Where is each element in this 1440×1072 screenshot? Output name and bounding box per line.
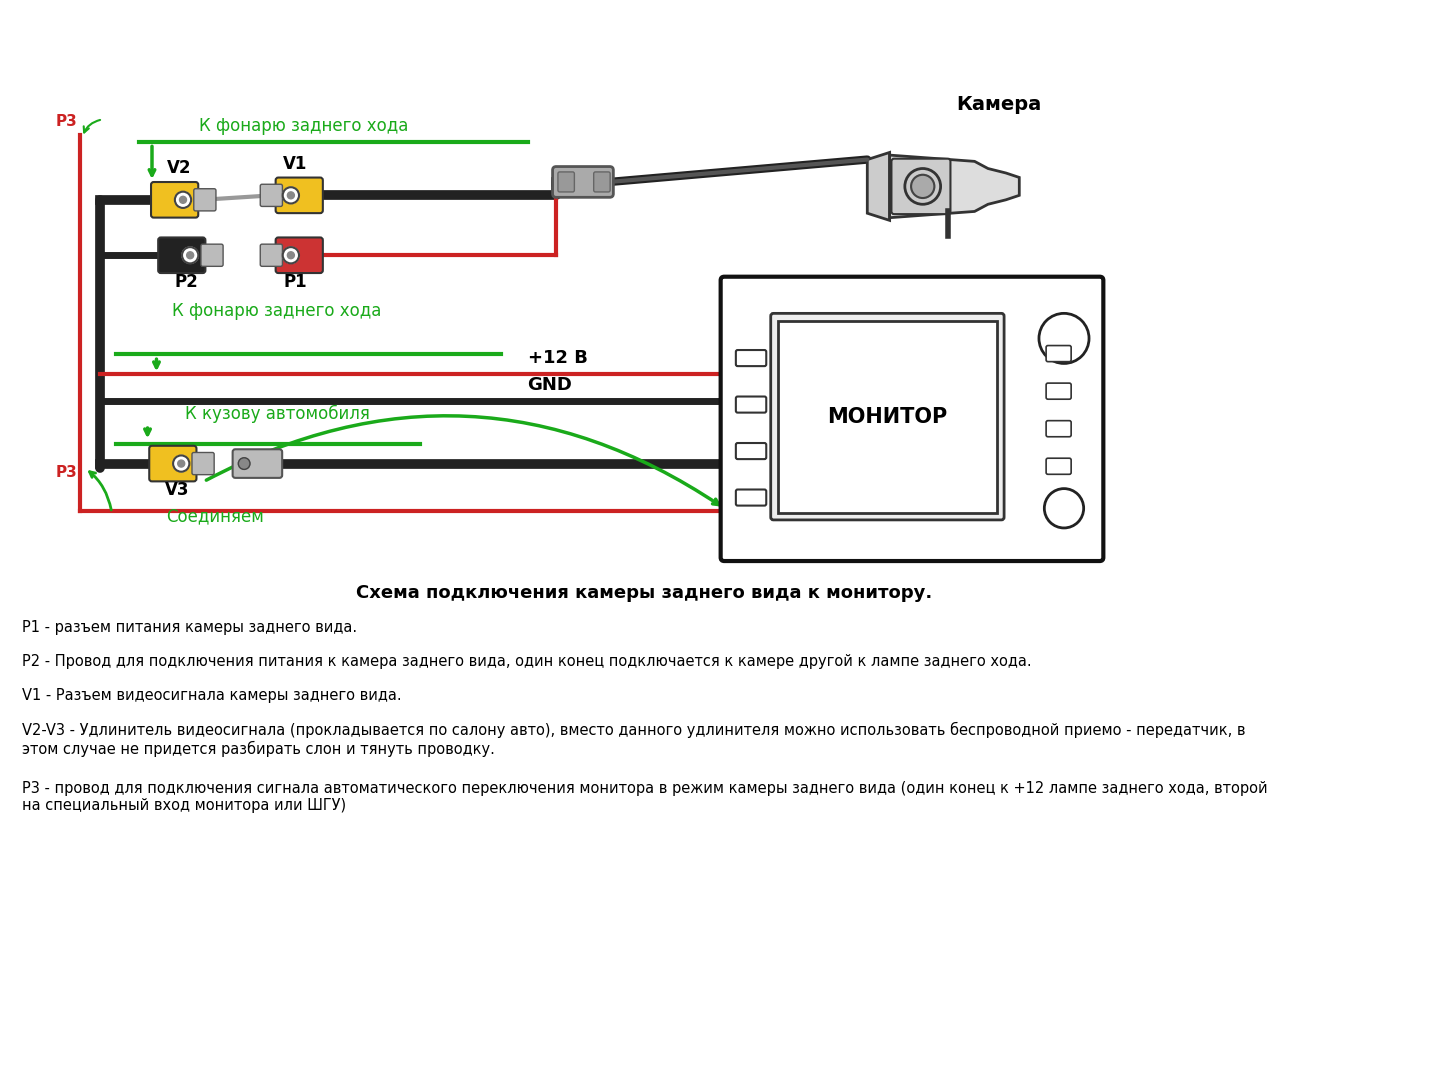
Circle shape [239,458,251,470]
Circle shape [187,252,193,258]
Text: P2 - Провод для подключения питания к камера заднего вида, один конец подключает: P2 - Провод для подключения питания к ка… [23,654,1032,669]
FancyBboxPatch shape [158,238,206,273]
FancyBboxPatch shape [1045,420,1071,436]
FancyBboxPatch shape [194,189,216,211]
Text: +12 В: +12 В [527,349,588,368]
Text: V2: V2 [167,159,192,177]
FancyBboxPatch shape [770,313,1004,520]
FancyBboxPatch shape [736,397,766,413]
Circle shape [1044,489,1084,527]
Text: Соединяем: Соединяем [166,508,264,525]
Text: V3: V3 [164,481,189,498]
Circle shape [180,196,187,204]
Circle shape [174,192,192,208]
Circle shape [282,188,300,204]
FancyBboxPatch shape [1045,345,1071,361]
Text: P2: P2 [174,272,197,291]
Text: Р3 - провод для подключения сигнала автоматического переключения монитора в режи: Р3 - провод для подключения сигнала авто… [23,781,1269,814]
Circle shape [288,192,294,198]
FancyBboxPatch shape [233,449,282,478]
Text: МОНИТОР: МОНИТОР [828,406,948,427]
Text: P3: P3 [56,465,78,480]
Text: P1 - разъем питания камеры заднего вида.: P1 - разъем питания камеры заднего вида. [23,620,357,635]
Text: GND: GND [527,376,573,394]
Circle shape [912,175,935,198]
FancyBboxPatch shape [275,178,323,213]
Text: V2-V3 - Удлинитель видеосигнала (прокладывается по салону авто), вместо данного : V2-V3 - Удлинитель видеосигнала (проклад… [23,721,1246,757]
FancyBboxPatch shape [720,277,1103,561]
FancyBboxPatch shape [778,321,996,512]
Circle shape [177,460,184,467]
FancyBboxPatch shape [557,172,575,192]
Text: К фонарю заднего хода: К фонарю заднего хода [173,302,382,321]
FancyBboxPatch shape [192,452,215,475]
Circle shape [173,456,189,472]
FancyBboxPatch shape [1045,458,1071,474]
Text: P3: P3 [56,115,78,130]
Circle shape [288,252,294,258]
Circle shape [904,168,940,205]
FancyBboxPatch shape [736,443,766,459]
Circle shape [282,248,300,264]
Text: К кузову автомобиля: К кузову автомобиля [184,404,370,422]
FancyBboxPatch shape [1045,383,1071,399]
Text: P1: P1 [284,272,307,291]
Text: К фонарю заднего хода: К фонарю заднего хода [199,117,409,135]
Text: Камера: Камера [956,95,1043,115]
Circle shape [1040,313,1089,363]
Text: Схема подключения камеры заднего вида к монитору.: Схема подключения камеры заднего вида к … [356,584,932,602]
FancyBboxPatch shape [891,159,950,214]
FancyBboxPatch shape [553,166,613,197]
Polygon shape [867,152,890,221]
FancyBboxPatch shape [736,490,766,506]
Polygon shape [890,155,1020,218]
FancyBboxPatch shape [736,351,766,367]
Circle shape [181,248,199,264]
Text: V1: V1 [282,154,307,173]
FancyBboxPatch shape [593,172,611,192]
FancyBboxPatch shape [261,184,282,207]
Text: V1 - Разъем видеосигнала камеры заднего вида.: V1 - Разъем видеосигнала камеры заднего … [23,688,402,703]
FancyBboxPatch shape [151,182,199,218]
FancyBboxPatch shape [150,446,196,481]
FancyBboxPatch shape [261,244,282,266]
FancyBboxPatch shape [275,238,323,273]
FancyBboxPatch shape [202,244,223,266]
